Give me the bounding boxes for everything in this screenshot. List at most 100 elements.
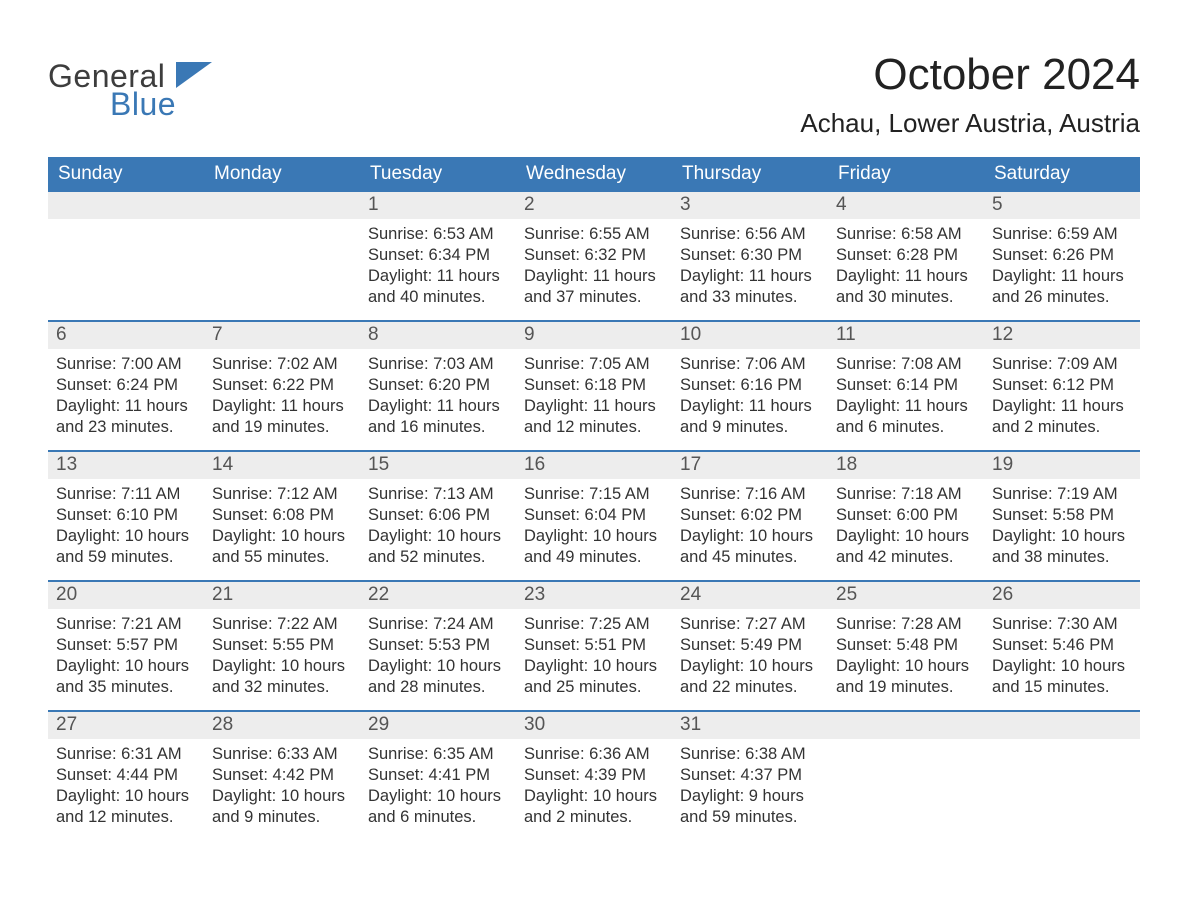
calendar-cell: 26Sunrise: 7:30 AMSunset: 5:46 PMDayligh… xyxy=(984,582,1140,710)
calendar-cell: 5Sunrise: 6:59 AMSunset: 6:26 PMDaylight… xyxy=(984,192,1140,320)
day-body: Sunrise: 7:06 AMSunset: 6:16 PMDaylight:… xyxy=(672,349,828,446)
sunrise-text: Sunrise: 6:35 AM xyxy=(368,744,508,765)
daynum-bar: 16 xyxy=(516,452,672,479)
daynum-bar: 28 xyxy=(204,712,360,739)
day-body: Sunrise: 7:13 AMSunset: 6:06 PMDaylight:… xyxy=(360,479,516,576)
calendar-cell: 25Sunrise: 7:28 AMSunset: 5:48 PMDayligh… xyxy=(828,582,984,710)
sunrise-text: Sunrise: 7:13 AM xyxy=(368,484,508,505)
daylight-text: Daylight: 11 hours and 30 minutes. xyxy=(836,266,976,308)
day-number: 9 xyxy=(524,324,535,345)
daylight-text: Daylight: 9 hours and 59 minutes. xyxy=(680,786,820,828)
day-body: Sunrise: 6:36 AMSunset: 4:39 PMDaylight:… xyxy=(516,739,672,836)
day-body: Sunrise: 7:28 AMSunset: 5:48 PMDaylight:… xyxy=(828,609,984,706)
sunrise-text: Sunrise: 6:58 AM xyxy=(836,224,976,245)
daynum-bar: 7 xyxy=(204,322,360,349)
calendar-cell: 30Sunrise: 6:36 AMSunset: 4:39 PMDayligh… xyxy=(516,712,672,840)
day-number: 1 xyxy=(368,194,379,215)
day-number: 2 xyxy=(524,194,535,215)
dayhead-thursday: Thursday xyxy=(672,157,828,192)
sunset-text: Sunset: 6:00 PM xyxy=(836,505,976,526)
daynum-bar: 4 xyxy=(828,192,984,219)
day-number: 19 xyxy=(992,454,1013,475)
calendar-cell: 8Sunrise: 7:03 AMSunset: 6:20 PMDaylight… xyxy=(360,322,516,450)
day-body: Sunrise: 6:55 AMSunset: 6:32 PMDaylight:… xyxy=(516,219,672,316)
sunrise-text: Sunrise: 7:18 AM xyxy=(836,484,976,505)
day-number: 15 xyxy=(368,454,389,475)
calendar-cell: 16Sunrise: 7:15 AMSunset: 6:04 PMDayligh… xyxy=(516,452,672,580)
calendar-cell: 20Sunrise: 7:21 AMSunset: 5:57 PMDayligh… xyxy=(48,582,204,710)
sunrise-text: Sunrise: 7:22 AM xyxy=(212,614,352,635)
sunset-text: Sunset: 4:39 PM xyxy=(524,765,664,786)
day-number: 4 xyxy=(836,194,847,215)
calendar-cell: 12Sunrise: 7:09 AMSunset: 6:12 PMDayligh… xyxy=(984,322,1140,450)
day-body: Sunrise: 6:33 AMSunset: 4:42 PMDaylight:… xyxy=(204,739,360,836)
day-body: Sunrise: 7:02 AMSunset: 6:22 PMDaylight:… xyxy=(204,349,360,446)
daylight-text: Daylight: 11 hours and 33 minutes. xyxy=(680,266,820,308)
daylight-text: Daylight: 10 hours and 6 minutes. xyxy=(368,786,508,828)
sunset-text: Sunset: 4:44 PM xyxy=(56,765,196,786)
calendar-cell: 21Sunrise: 7:22 AMSunset: 5:55 PMDayligh… xyxy=(204,582,360,710)
sunrise-text: Sunrise: 7:05 AM xyxy=(524,354,664,375)
sunrise-text: Sunrise: 6:33 AM xyxy=(212,744,352,765)
calendar-cell: 27Sunrise: 6:31 AMSunset: 4:44 PMDayligh… xyxy=(48,712,204,840)
sunset-text: Sunset: 6:16 PM xyxy=(680,375,820,396)
day-number: 29 xyxy=(368,714,389,735)
day-number: 7 xyxy=(212,324,223,345)
day-number: 18 xyxy=(836,454,857,475)
day-body: Sunrise: 7:18 AMSunset: 6:00 PMDaylight:… xyxy=(828,479,984,576)
header: General Blue October 2024 Achau, Lower A… xyxy=(48,50,1140,151)
day-body: Sunrise: 7:12 AMSunset: 6:08 PMDaylight:… xyxy=(204,479,360,576)
sunrise-text: Sunrise: 7:16 AM xyxy=(680,484,820,505)
daynum-bar: 1 xyxy=(360,192,516,219)
daynum-bar: 26 xyxy=(984,582,1140,609)
daylight-text: Daylight: 10 hours and 59 minutes. xyxy=(56,526,196,568)
daynum-bar: 27 xyxy=(48,712,204,739)
daynum-bar xyxy=(828,712,984,739)
daynum-bar: 21 xyxy=(204,582,360,609)
daynum-bar xyxy=(48,192,204,219)
day-body xyxy=(204,219,360,232)
sunset-text: Sunset: 6:18 PM xyxy=(524,375,664,396)
sunrise-text: Sunrise: 7:30 AM xyxy=(992,614,1132,635)
calendar-cell xyxy=(828,712,984,840)
title-block: October 2024 Achau, Lower Austria, Austr… xyxy=(800,50,1140,151)
day-body: Sunrise: 7:11 AMSunset: 6:10 PMDaylight:… xyxy=(48,479,204,576)
day-number: 26 xyxy=(992,584,1013,605)
daylight-text: Daylight: 11 hours and 37 minutes. xyxy=(524,266,664,308)
sunset-text: Sunset: 6:22 PM xyxy=(212,375,352,396)
daynum-bar: 24 xyxy=(672,582,828,609)
logo-flag-icon xyxy=(176,62,212,88)
day-body: Sunrise: 7:05 AMSunset: 6:18 PMDaylight:… xyxy=(516,349,672,446)
calendar-cell: 9 Sunrise: 7:05 AMSunset: 6:18 PMDaylight… xyxy=(516,322,672,450)
calendar-cell xyxy=(984,712,1140,840)
day-number: 5 xyxy=(992,194,1003,215)
day-body xyxy=(984,739,1140,752)
calendar-cell: 29 Sunrise: 6:35 AMSunset: 4:41 PMDayligh… xyxy=(360,712,516,840)
sunset-text: Sunset: 6:26 PM xyxy=(992,245,1132,266)
sunset-text: Sunset: 6:10 PM xyxy=(56,505,196,526)
sunrise-text: Sunrise: 7:21 AM xyxy=(56,614,196,635)
daylight-text: Daylight: 11 hours and 2 minutes. xyxy=(992,396,1132,438)
sunrise-text: Sunrise: 7:15 AM xyxy=(524,484,664,505)
day-body: Sunrise: 6:35 AMSunset: 4:41 PMDaylight:… xyxy=(360,739,516,836)
calendar-cell: 4Sunrise: 6:58 AMSunset: 6:28 PMDaylight… xyxy=(828,192,984,320)
calendar-cell: 24Sunrise: 7:27 AMSunset: 5:49 PMDayligh… xyxy=(672,582,828,710)
day-body xyxy=(828,739,984,752)
day-number: 6 xyxy=(56,324,67,345)
daynum-bar: 22 xyxy=(360,582,516,609)
day-number: 23 xyxy=(524,584,545,605)
calendar-cell: 1Sunrise: 6:53 AMSunset: 6:34 PMDaylight… xyxy=(360,192,516,320)
daylight-text: Daylight: 11 hours and 40 minutes. xyxy=(368,266,508,308)
daynum-bar: 3 xyxy=(672,192,828,219)
sunrise-text: Sunrise: 7:12 AM xyxy=(212,484,352,505)
day-body: Sunrise: 7:25 AMSunset: 5:51 PMDaylight:… xyxy=(516,609,672,706)
calendar-cell: 6Sunrise: 7:00 AMSunset: 6:24 PMDaylight… xyxy=(48,322,204,450)
daynum-bar: 18 xyxy=(828,452,984,479)
sunset-text: Sunset: 6:02 PM xyxy=(680,505,820,526)
calendar-cell: 10Sunrise: 7:06 AMSunset: 6:16 PMDayligh… xyxy=(672,322,828,450)
sunrise-text: Sunrise: 7:28 AM xyxy=(836,614,976,635)
day-body: Sunrise: 7:08 AMSunset: 6:14 PMDaylight:… xyxy=(828,349,984,446)
sunrise-text: Sunrise: 7:08 AM xyxy=(836,354,976,375)
daynum-bar: 23 xyxy=(516,582,672,609)
day-number: 12 xyxy=(992,324,1013,345)
